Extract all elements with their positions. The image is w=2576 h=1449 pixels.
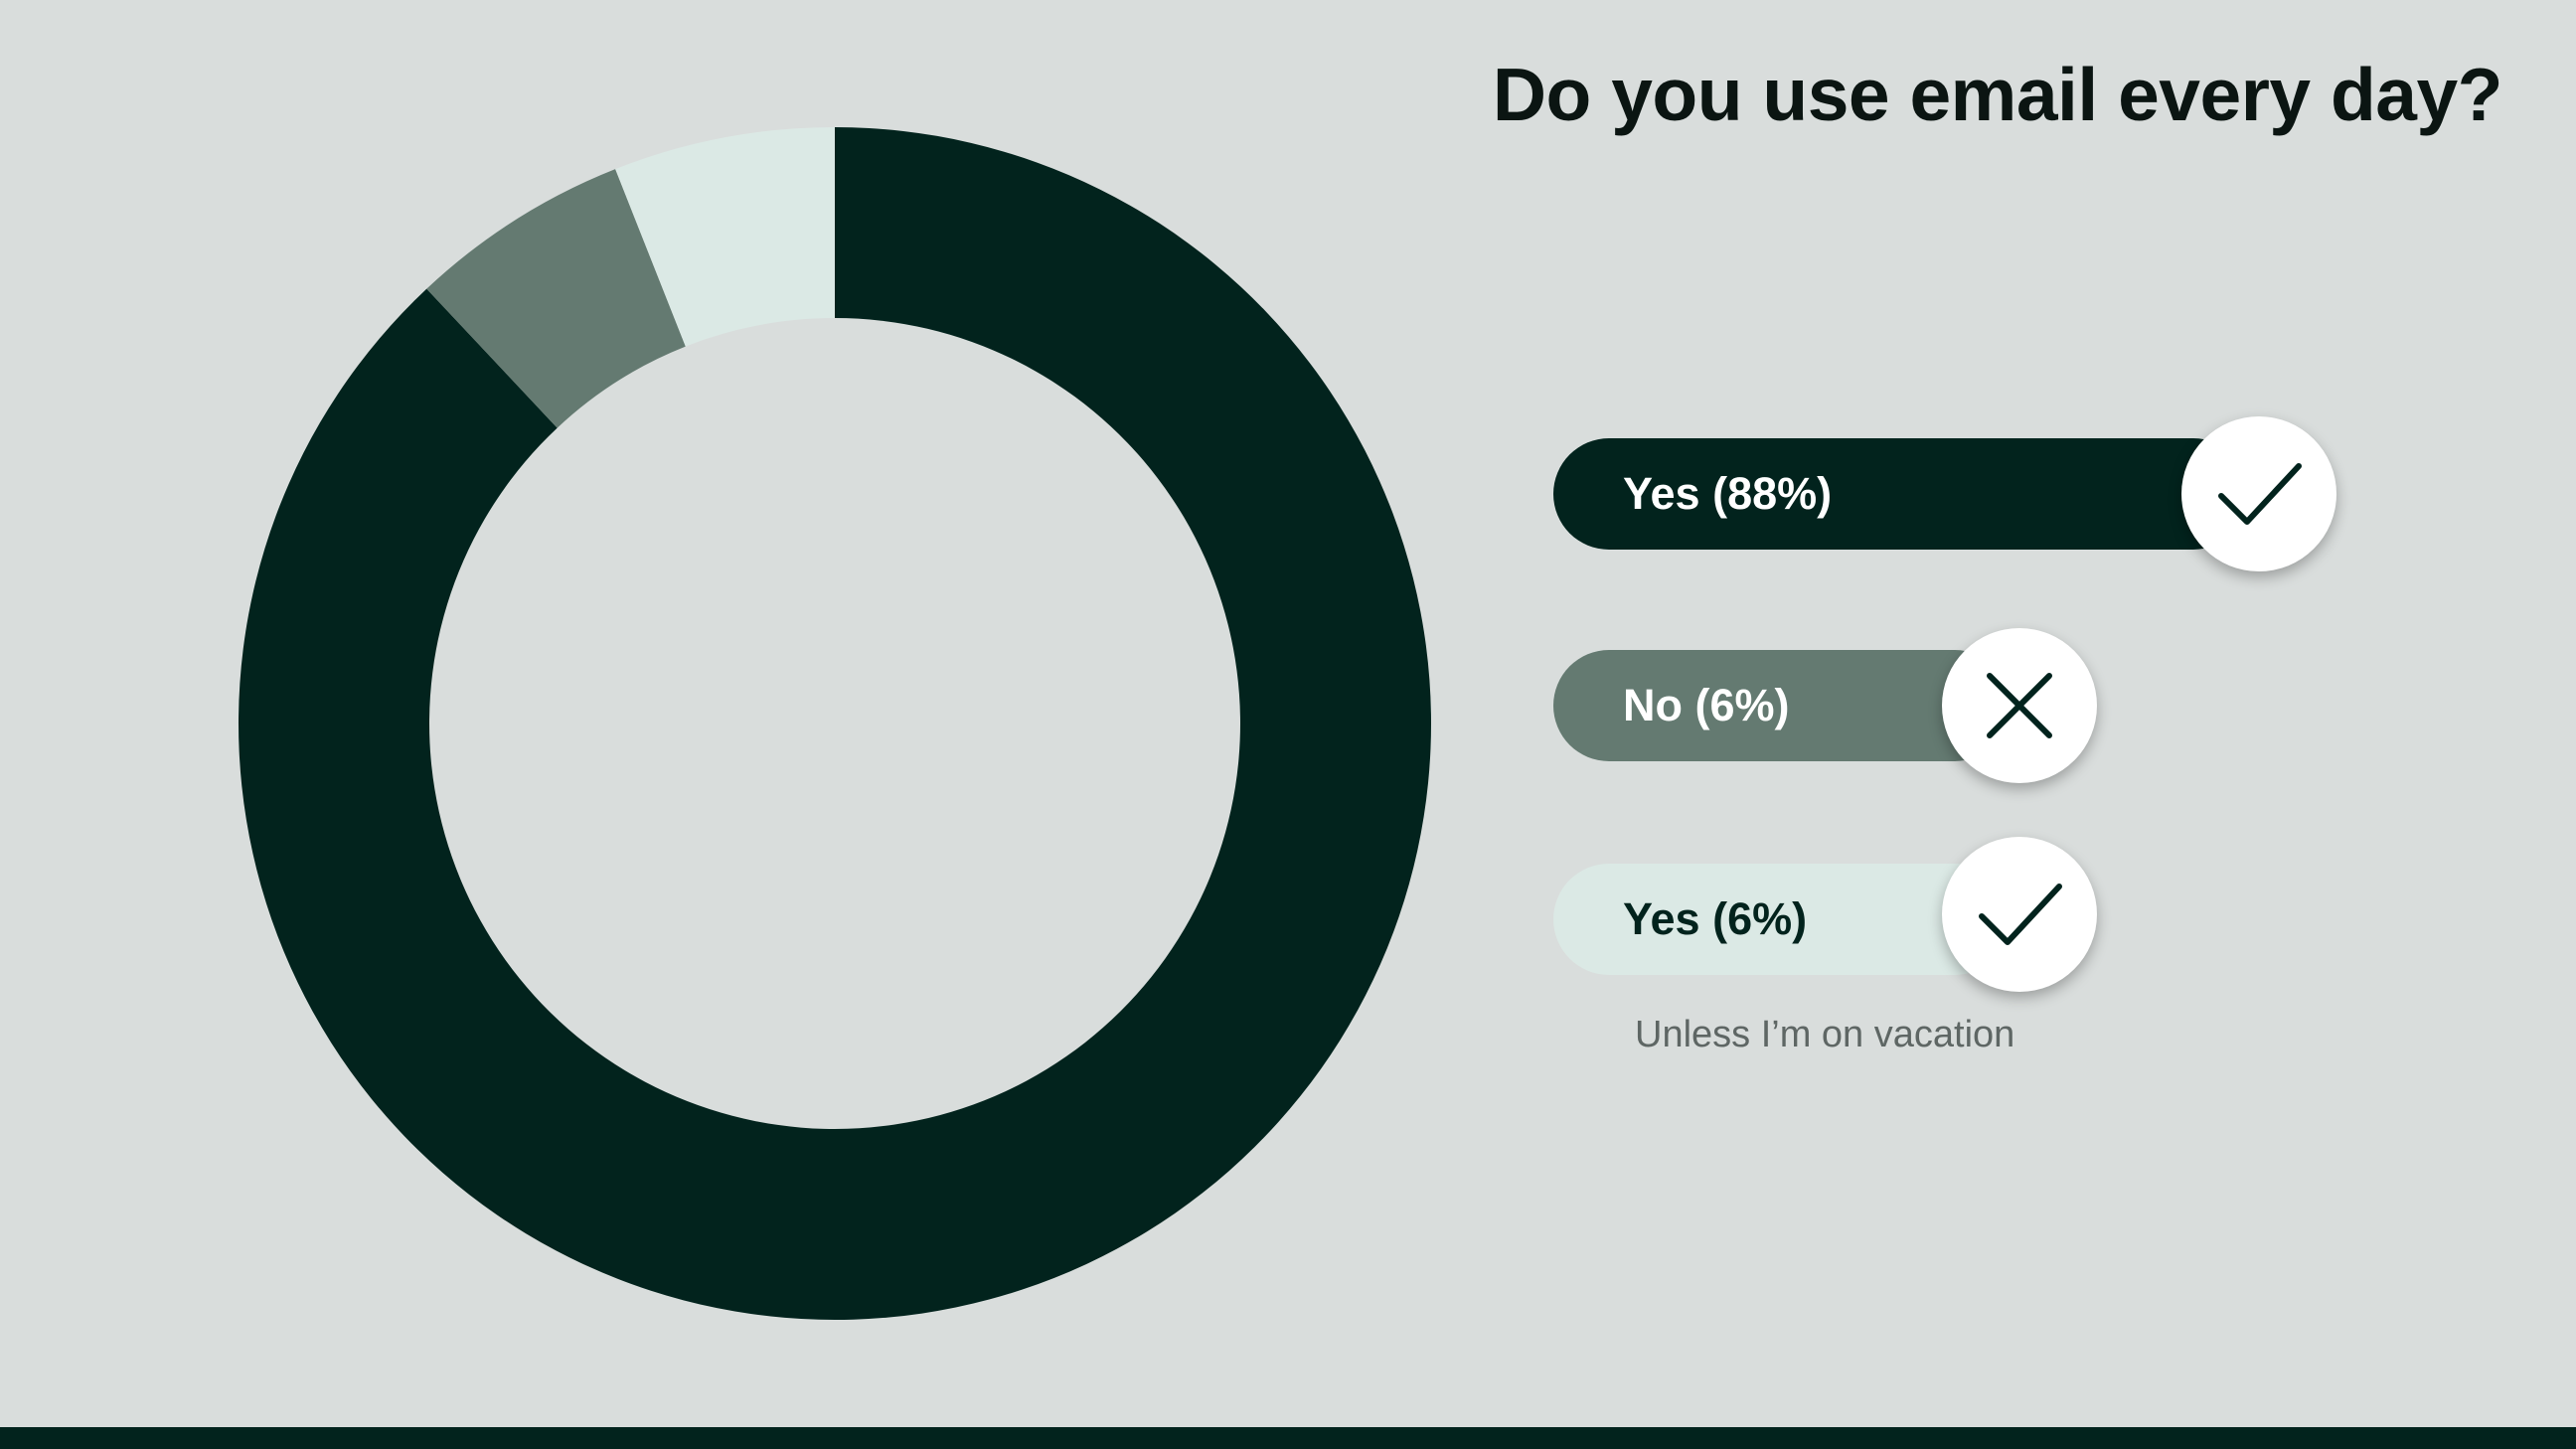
legend-item-no-6: No (6%) — [1553, 650, 2011, 761]
donut-slice-no-6 — [426, 169, 686, 428]
check-badge-1 — [2181, 416, 2336, 571]
donut-slice-yes-88 — [238, 127, 1432, 1321]
check-icon — [1979, 884, 2062, 945]
legend-label-yes-6: Yes (6%) — [1623, 893, 1808, 944]
donut-slice-yes-6 — [615, 127, 835, 347]
legend-label-yes-88: Yes (88%) — [1623, 468, 1833, 519]
check-badge-2 — [1942, 837, 2097, 992]
legend-item-yes-88: Yes (88%) — [1553, 438, 2249, 550]
check-icon — [2218, 463, 2302, 525]
x-badge — [1942, 628, 2097, 783]
legend-label-no-6: No (6%) — [1623, 680, 1790, 730]
legend-item-yes-6: Yes (6%) — [1553, 864, 2011, 975]
legend-annotation: Unless I’m on vacation — [1635, 1014, 2015, 1055]
footer-bar — [0, 1427, 2576, 1449]
x-icon — [1987, 673, 2052, 738]
chart-title: Do you use email every day? — [1492, 53, 2503, 136]
